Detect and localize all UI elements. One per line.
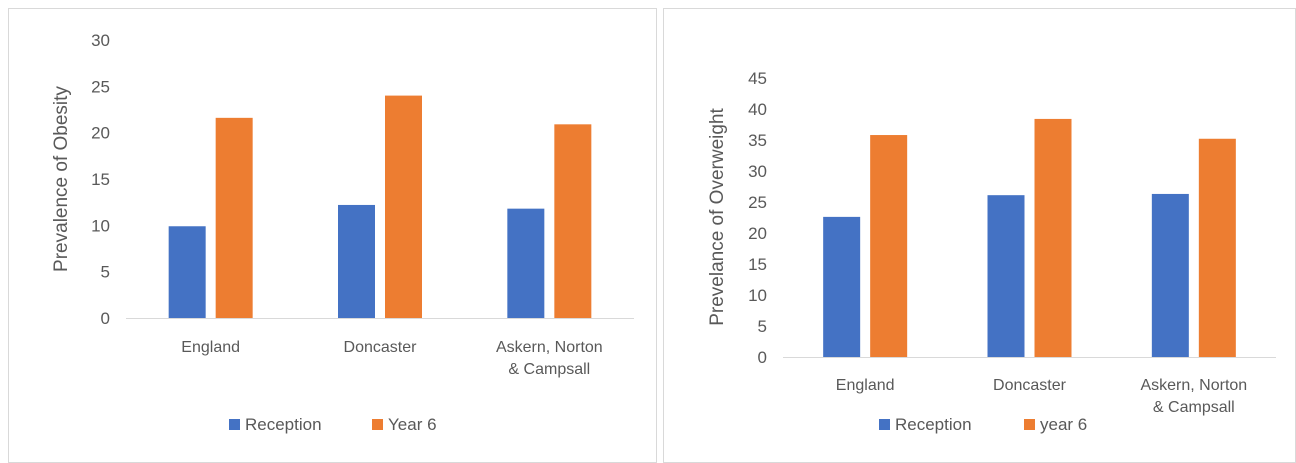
overweight-y-tick-label: 40 bbox=[748, 100, 767, 119]
obesity-bar-reception bbox=[507, 208, 545, 318]
obesity-bar-reception bbox=[338, 204, 375, 318]
obesity-bar-year-6 bbox=[385, 95, 422, 318]
overweight-y-tick-label: 15 bbox=[748, 255, 767, 274]
overweight-legend-swatch bbox=[879, 419, 890, 430]
overweight-y-axis-title: Prevelance of Overweight bbox=[707, 108, 728, 326]
overweight-y-tick-label: 25 bbox=[748, 193, 767, 212]
obesity-y-tick-label: 5 bbox=[101, 263, 110, 282]
obesity-bar-reception bbox=[168, 226, 206, 318]
overweight-bar-year-6 bbox=[1034, 118, 1072, 357]
obesity-y-tick-label: 25 bbox=[91, 77, 110, 96]
overweight-bar-year-6 bbox=[870, 135, 908, 357]
obesity-x-tick-label: Askern, Norton bbox=[496, 339, 603, 356]
obesity-y-tick-label: 30 bbox=[91, 31, 110, 50]
obesity-bar-year-6 bbox=[554, 124, 592, 319]
obesity-legend-label: Year 6 bbox=[388, 415, 437, 434]
chart-obesity: 0 5 10 15 20 25 30 Prevalence of Obesity England… bbox=[51, 31, 634, 434]
overweight-legend-swatch bbox=[1024, 419, 1035, 430]
obesity-legend-swatch bbox=[372, 419, 383, 430]
overweight-bar-year-6 bbox=[1198, 138, 1236, 357]
overweight-y-tick-label: 35 bbox=[748, 131, 767, 150]
overweight-x-tick-label: Askern, Norton bbox=[1140, 377, 1247, 394]
overweight-legend-label: Reception bbox=[895, 415, 972, 434]
overweight-legend-label: year 6 bbox=[1040, 415, 1087, 434]
overweight-x-tick-label: & Campsall bbox=[1153, 399, 1235, 416]
obesity-bar-year-6 bbox=[215, 117, 253, 318]
obesity-legend-label: Reception bbox=[245, 415, 322, 434]
obesity-y-tick-label: 20 bbox=[91, 124, 110, 143]
obesity-y-tick-label: 10 bbox=[91, 216, 110, 235]
obesity-x-tick-label: & Campsall bbox=[508, 361, 590, 378]
overweight-y-tick-label: 0 bbox=[758, 348, 767, 367]
overweight-y-tick-label: 10 bbox=[748, 286, 767, 305]
obesity-y-tick-label: 15 bbox=[91, 170, 110, 189]
obesity-y-axis-title: Prevalence of Obesity bbox=[51, 86, 72, 272]
overweight-bar-reception bbox=[823, 216, 861, 357]
overweight-y-tick-label: 5 bbox=[758, 317, 767, 336]
obesity-y-tick-label: 0 bbox=[101, 309, 110, 328]
overweight-bar-reception bbox=[1151, 193, 1189, 357]
overweight-y-tick-label: 30 bbox=[748, 162, 767, 181]
obesity-legend-swatch bbox=[229, 419, 240, 430]
overweight-y-tick-label: 20 bbox=[748, 224, 767, 243]
obesity-x-tick-label: England bbox=[181, 339, 240, 356]
overweight-x-tick-label: Doncaster bbox=[993, 377, 1067, 394]
overweight-x-tick-label: England bbox=[836, 377, 895, 394]
overweight-y-tick-label: 45 bbox=[748, 69, 767, 88]
obesity-x-tick-label: Doncaster bbox=[344, 339, 418, 356]
overweight-bar-reception bbox=[987, 195, 1025, 357]
